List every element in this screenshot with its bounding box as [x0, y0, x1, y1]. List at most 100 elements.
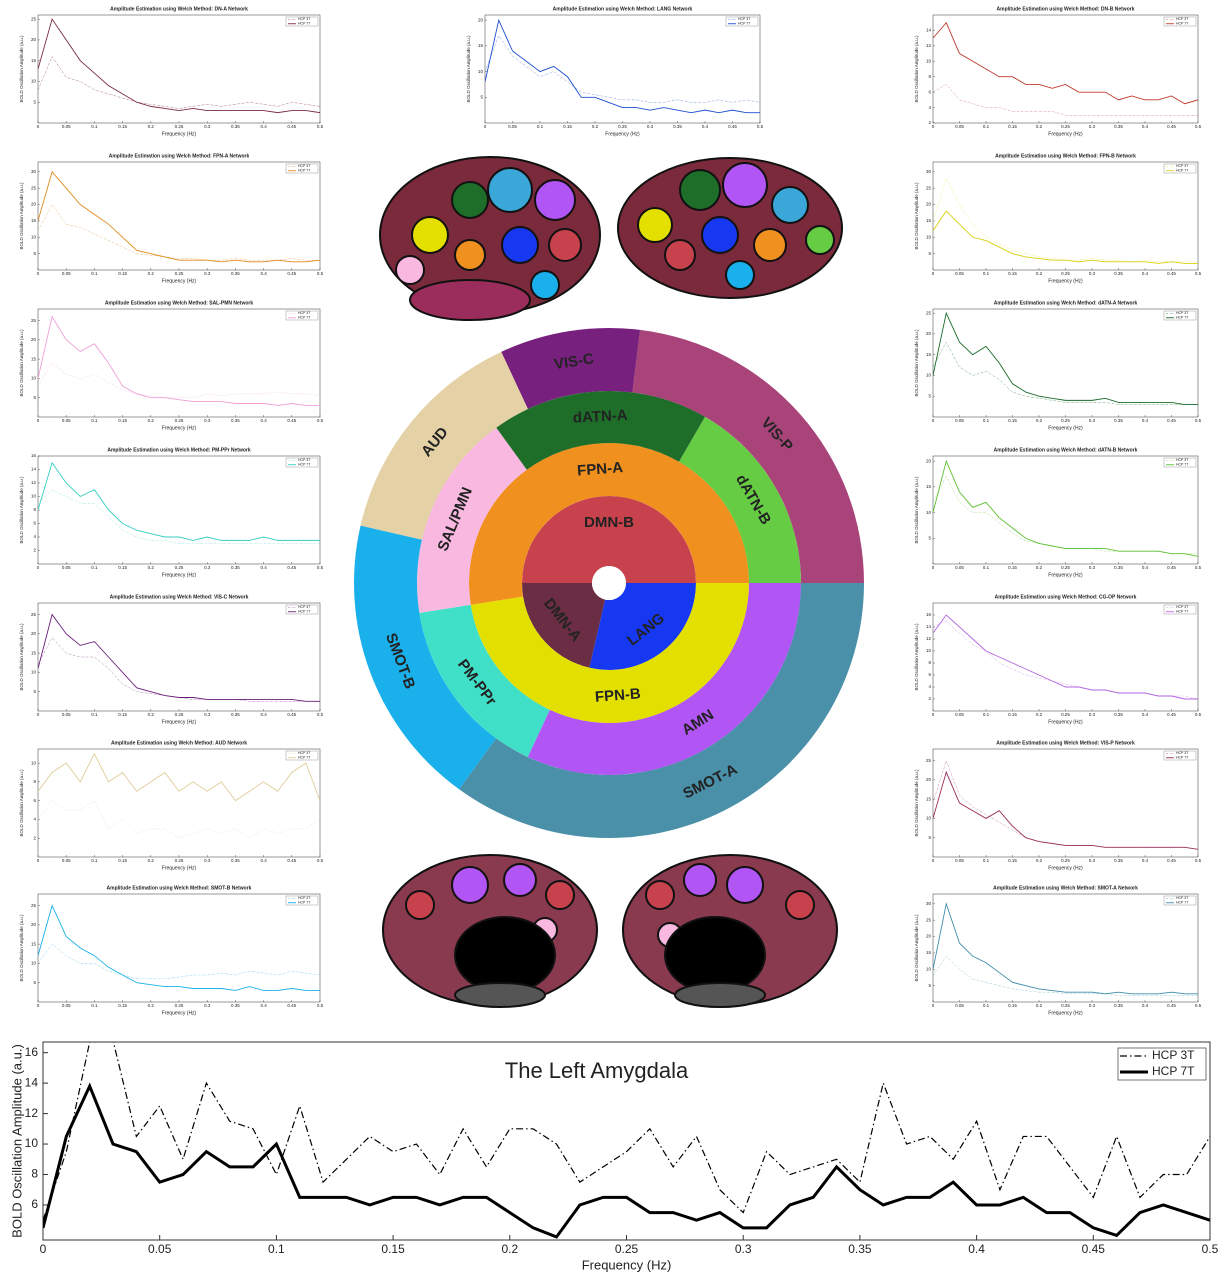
chart-title: Amplitude Estimation using Welch Method:…	[109, 153, 250, 159]
x-tick-label: 0.4	[968, 1242, 985, 1256]
y-tick-label: 15	[926, 796, 932, 801]
x-tick-label: 0.4	[260, 565, 267, 570]
x-tick-label: 0.1	[91, 565, 98, 570]
y-tick-label: 10	[926, 966, 932, 971]
x-tick-label: 0.15	[1008, 124, 1017, 129]
x-tick-label: 0.45	[1082, 1242, 1106, 1256]
y-tick-label: 4	[928, 684, 931, 689]
x-tick-label: 0.05	[955, 565, 964, 570]
y-tick-label: 6	[33, 521, 36, 526]
x-tick-label: 0	[932, 418, 935, 423]
brain-patch	[412, 217, 448, 253]
x-tick-label: 0.35	[1114, 565, 1123, 570]
x-tick-label: 0.15	[1008, 1003, 1017, 1008]
y-tick-label: 10	[478, 69, 484, 74]
legend-label: HCP 7T	[1176, 901, 1189, 905]
y-tick-label: 10	[31, 376, 37, 381]
y-tick-label: 14	[25, 1075, 39, 1089]
legend-label: HCP 3T	[738, 17, 751, 21]
x-tick-label: 0.35	[1114, 712, 1123, 717]
sunburst-label: FPN-A	[577, 459, 624, 480]
brain-patch	[726, 261, 754, 289]
x-tick-label: 0.4	[1142, 271, 1149, 276]
x-tick-label: 0.5	[1195, 124, 1202, 129]
y-tick-label: 20	[31, 37, 37, 42]
sunburst-label: DMN-B	[584, 514, 634, 531]
y-tick-label: 6	[33, 798, 36, 803]
y-tick-label: 15	[926, 352, 932, 357]
y-axis-label: BOLD Oscillation Amplitude (a.u.)	[19, 769, 24, 837]
x-tick-label: 0.4	[260, 271, 267, 276]
x-tick-label: 0.45	[1167, 565, 1176, 570]
y-tick-label: 8	[31, 1167, 38, 1181]
y-tick-label: 20	[926, 934, 932, 939]
brain-medial-wall	[455, 917, 555, 993]
legend-label: HCP 7T	[1176, 169, 1189, 173]
y-tick-label: 20	[478, 17, 484, 22]
legend-label: HCP 7T	[1176, 756, 1189, 760]
x-tick-label: 0.25	[1061, 271, 1070, 276]
y-tick-label: 5	[33, 689, 36, 694]
x-tick-label: 0.1	[91, 858, 98, 863]
brain-patch	[727, 867, 763, 903]
x-tick-label: 0.3	[204, 124, 211, 129]
plot-area	[38, 309, 320, 417]
y-tick-label: 10	[926, 373, 932, 378]
x-tick-label: 0.1	[983, 565, 990, 570]
y-tick-label: 10	[31, 760, 37, 765]
x-tick-label: 0.2	[148, 124, 155, 129]
x-tick-label: 0.05	[62, 565, 71, 570]
plot-area	[933, 162, 1198, 270]
y-tick-label: 30	[926, 901, 932, 906]
y-tick-label: 10	[926, 234, 932, 239]
brain-patch	[754, 229, 786, 261]
brain-patch	[675, 983, 765, 1007]
x-tick-label: 0.45	[1167, 712, 1176, 717]
legend-label: HCP 3T	[298, 311, 311, 315]
brain-patch	[549, 229, 581, 261]
y-tick-label: 5	[928, 251, 931, 256]
y-tick-label: 10	[31, 79, 37, 84]
brain-patch	[772, 187, 808, 223]
y-tick-label: 6	[928, 89, 931, 94]
y-tick-label: 20	[926, 458, 932, 463]
brain-bottom-left	[383, 855, 597, 1007]
x-tick-label: 0	[37, 565, 40, 570]
x-tick-label: 0.1	[537, 124, 544, 129]
x-tick-label: 0.2	[501, 1242, 518, 1256]
x-tick-label: 0.2	[148, 1003, 155, 1008]
x-tick-label: 0.4	[260, 858, 267, 863]
y-tick-label: 5	[33, 99, 36, 104]
legend-label: HCP 7T	[1152, 1064, 1195, 1078]
y-tick-label: 10	[926, 816, 932, 821]
y-tick-label: 14	[926, 28, 932, 33]
x-tick-label: 0.25	[175, 565, 184, 570]
x-tick-label: 0.2	[1036, 271, 1043, 276]
x-tick-label: 0.45	[287, 712, 296, 717]
chart-title: Amplitude Estimation using Welch Method:…	[110, 6, 248, 12]
plot-area	[38, 456, 320, 564]
y-tick-label: 15	[478, 43, 484, 48]
x-axis-label: Frequency (Hz)	[162, 131, 197, 137]
x-tick-label: 0	[932, 1003, 935, 1008]
plot-area	[38, 749, 320, 857]
x-tick-label: 0.5	[317, 418, 324, 423]
x-tick-label: 0.2	[148, 712, 155, 717]
plot-area	[933, 894, 1198, 1002]
x-tick-label: 0.25	[175, 712, 184, 717]
x-axis-label: Frequency (Hz)	[1048, 278, 1083, 284]
y-tick-label: 5	[33, 980, 36, 985]
y-tick-label: 8	[928, 74, 931, 79]
y-tick-label: 5	[928, 535, 931, 540]
legend-label: HCP 7T	[298, 610, 311, 614]
x-tick-label: 0.15	[381, 1242, 405, 1256]
legend-label: HCP 3T	[298, 17, 311, 21]
y-tick-label: 25	[926, 185, 932, 190]
x-tick-label: 0.25	[175, 124, 184, 129]
x-tick-label: 0.2	[1036, 858, 1043, 863]
plot-area	[933, 603, 1198, 711]
x-tick-label: 0.15	[1008, 271, 1017, 276]
x-tick-label: 0.35	[1114, 418, 1123, 423]
y-tick-label: 15	[31, 58, 37, 63]
x-tick-label: 0	[37, 858, 40, 863]
